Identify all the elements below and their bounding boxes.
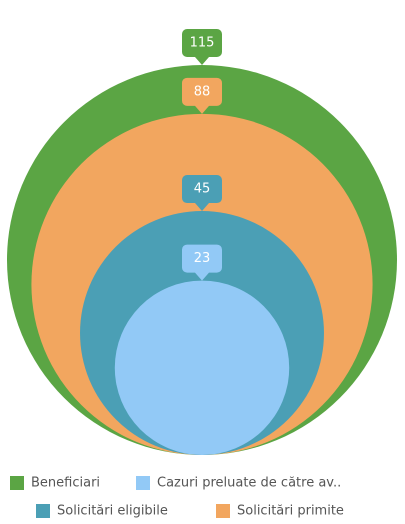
legend-label: Cazuri preluate de către av..	[157, 476, 341, 491]
circle	[114, 280, 290, 455]
badge	[182, 77, 222, 114]
badge	[182, 29, 222, 65]
legend-label: Solicitări primite	[237, 504, 344, 519]
legend-swatch	[36, 504, 50, 518]
badge	[182, 244, 222, 281]
data-label: 45	[194, 182, 211, 197]
legend-label: Solicitări eligibile	[57, 504, 168, 519]
legend-label: Beneficiari	[31, 476, 100, 491]
data-label: 23	[194, 251, 211, 266]
data-label: 88	[194, 84, 211, 99]
legend-swatch	[10, 476, 24, 490]
legend-swatch	[136, 476, 150, 490]
badge	[182, 175, 222, 212]
legend-swatch	[216, 504, 230, 518]
data-label: 115	[190, 36, 215, 51]
